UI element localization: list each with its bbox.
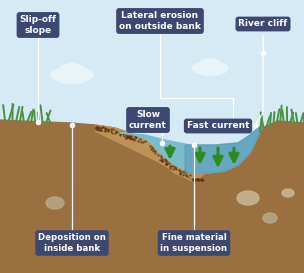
Ellipse shape [51,69,74,82]
Ellipse shape [192,63,212,74]
Polygon shape [95,125,205,181]
Ellipse shape [70,69,93,82]
Ellipse shape [282,189,294,197]
Text: Slip-off
slope: Slip-off slope [19,15,57,35]
Ellipse shape [57,72,87,84]
Text: Fine material
in suspension: Fine material in suspension [161,233,227,253]
Text: Lateral erosion
on outside bank: Lateral erosion on outside bank [119,11,201,31]
Ellipse shape [197,66,223,76]
Text: River cliff: River cliff [238,19,288,28]
Ellipse shape [209,63,228,74]
Ellipse shape [59,64,85,79]
Ellipse shape [263,213,277,223]
Polygon shape [185,125,262,173]
Polygon shape [0,120,304,273]
Text: Slow
current: Slow current [129,110,167,130]
Text: Fast current: Fast current [187,121,249,130]
Ellipse shape [199,59,221,72]
Ellipse shape [237,191,259,205]
Text: Deposition on
inside bank: Deposition on inside bank [38,233,106,253]
Polygon shape [120,125,262,173]
Ellipse shape [46,197,64,209]
